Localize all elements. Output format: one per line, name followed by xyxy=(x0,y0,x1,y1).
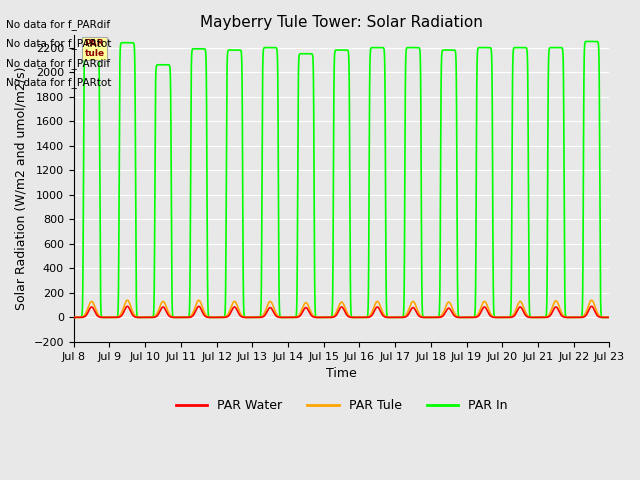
X-axis label: Time: Time xyxy=(326,367,357,380)
Text: No data for f_PARdif: No data for f_PARdif xyxy=(6,19,111,30)
Y-axis label: Solar Radiation (W/m2 and umol/m2/s): Solar Radiation (W/m2 and umol/m2/s) xyxy=(15,67,28,311)
Text: No data for f_PARdif: No data for f_PARdif xyxy=(6,58,111,69)
Title: Mayberry Tule Tower: Solar Radiation: Mayberry Tule Tower: Solar Radiation xyxy=(200,15,483,30)
Text: PAR
tule: PAR tule xyxy=(84,39,104,58)
Text: No data for f_PARtot: No data for f_PARtot xyxy=(6,38,112,49)
Legend: PAR Water, PAR Tule, PAR In: PAR Water, PAR Tule, PAR In xyxy=(171,394,512,417)
Text: No data for f_PARtot: No data for f_PARtot xyxy=(6,77,112,88)
